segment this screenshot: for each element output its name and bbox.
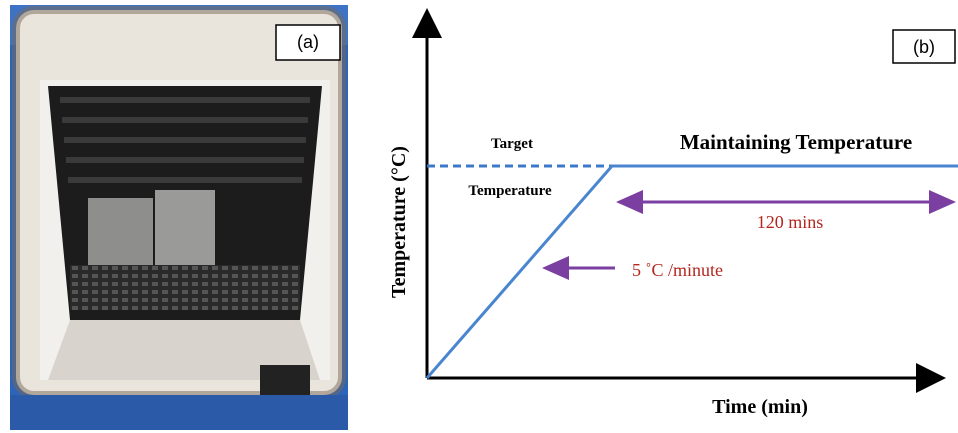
- panel-label: (b): [913, 37, 935, 57]
- photo: (a): [10, 5, 348, 430]
- diagram: (b) Temperature (°C) Time (min) Target T…: [388, 14, 958, 418]
- figure: (a) (b) Temperature (°C) Time (min) Targ…: [0, 0, 958, 433]
- y-axis-label: Temperature (°C): [388, 146, 410, 298]
- target-label: Target: [491, 136, 533, 152]
- plateau-label: Maintaining Temperature: [680, 130, 912, 154]
- target-label: Temperature: [468, 183, 552, 199]
- duration-label: 120 mins: [757, 212, 824, 232]
- x-axis-label: Time (min): [712, 396, 808, 418]
- panel-label: (a): [297, 32, 319, 52]
- rate-label: 5 ˚C /minute: [632, 260, 723, 280]
